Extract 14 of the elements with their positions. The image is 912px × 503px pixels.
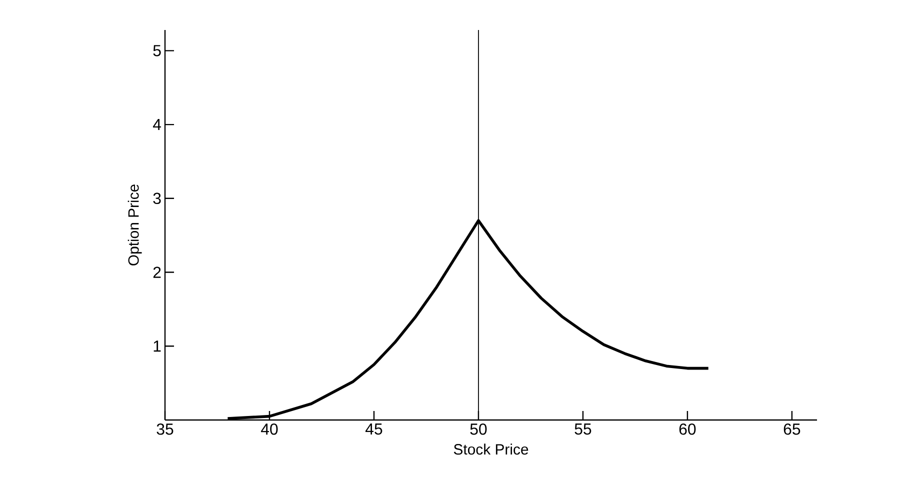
x-tick-label: 65 — [784, 424, 800, 435]
x-tick-label: 35 — [156, 424, 174, 435]
y-tick-label: 5 — [153, 45, 161, 56]
y-tick-label: 1 — [154, 340, 161, 352]
x-tick-label: 60 — [679, 424, 696, 435]
y-tick-label: 4 — [152, 119, 162, 130]
x-tick-label: 45 — [365, 424, 382, 435]
y-tick-label: 2 — [153, 266, 161, 278]
x-axis-title: Stock Price — [454, 444, 528, 455]
x-tick-label: 40 — [260, 424, 278, 435]
y-axis-title: Option Price — [128, 184, 142, 266]
x-tick-label: 55 — [574, 424, 592, 435]
y-tick-label: 3 — [153, 192, 161, 204]
x-tick-label: 50 — [470, 424, 487, 435]
